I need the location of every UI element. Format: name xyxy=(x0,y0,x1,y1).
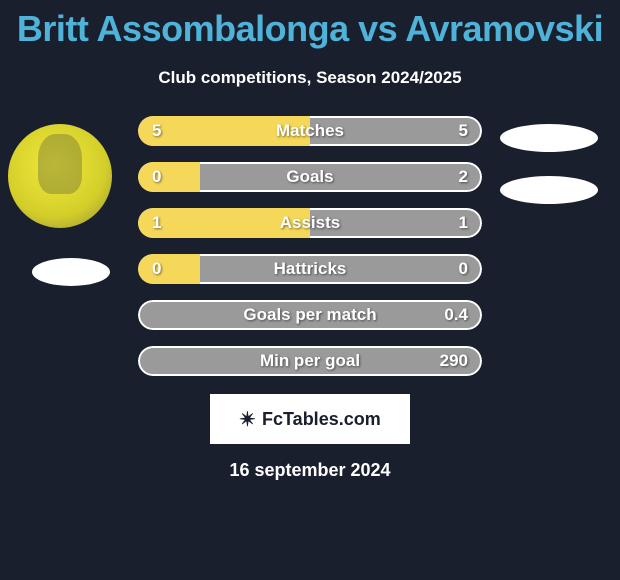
stat-right-value: 1 xyxy=(459,208,468,238)
player-left-avatar xyxy=(8,124,112,228)
stat-right-value: 2 xyxy=(459,162,468,192)
date-text: 16 september 2024 xyxy=(0,460,620,481)
logo-box: ✴ FcTables.com xyxy=(210,394,410,444)
subtitle: Club competitions, Season 2024/2025 xyxy=(0,68,620,88)
stat-label: Goals xyxy=(138,162,482,192)
page-title: Britt Assombalonga vs Avramovski xyxy=(0,0,620,50)
stat-label: Matches xyxy=(138,116,482,146)
stat-right-value: 0.4 xyxy=(444,300,468,330)
stat-bar: Goals per match0.4 xyxy=(138,300,482,330)
stat-bar: 0Hattricks0 xyxy=(138,254,482,284)
stat-bar: 5Matches5 xyxy=(138,116,482,146)
logo-text: FcTables.com xyxy=(262,409,381,430)
logo-icon: ✴ xyxy=(239,407,256,432)
stat-bar: 1Assists1 xyxy=(138,208,482,238)
stat-bar: 0Goals2 xyxy=(138,162,482,192)
stat-label: Hattricks xyxy=(138,254,482,284)
stat-right-value: 0 xyxy=(459,254,468,284)
stat-label: Assists xyxy=(138,208,482,238)
stat-right-value: 290 xyxy=(440,346,468,376)
stat-bar: Min per goal290 xyxy=(138,346,482,376)
player-right-badge-1 xyxy=(500,124,598,152)
stat-right-value: 5 xyxy=(459,116,468,146)
stat-label: Goals per match xyxy=(138,300,482,330)
stat-label: Min per goal xyxy=(138,346,482,376)
player-right-badge-2 xyxy=(500,176,598,204)
player-left-badge xyxy=(32,258,110,286)
stat-bars: 5Matches50Goals21Assists10Hattricks0Goal… xyxy=(138,116,482,392)
